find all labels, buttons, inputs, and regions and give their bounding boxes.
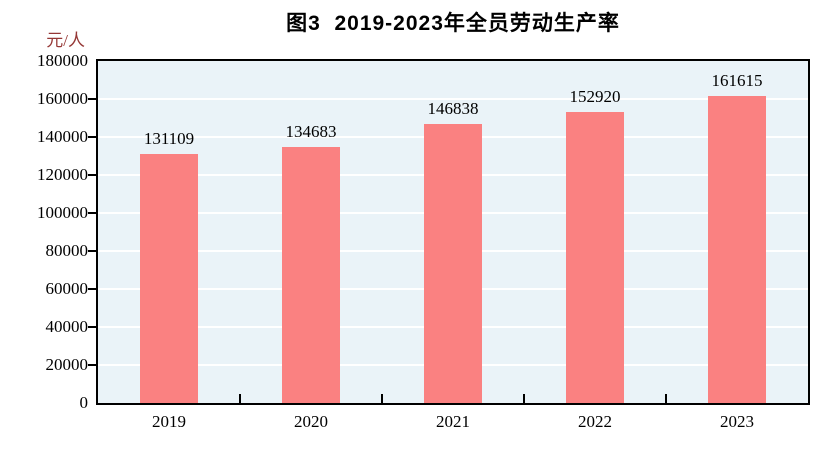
y-tick-mark	[88, 174, 96, 176]
bar-value-label: 134683	[285, 122, 337, 142]
y-tick-label: 60000	[45, 279, 89, 298]
x-tick-mark	[239, 394, 241, 403]
x-tick-label-2022: 2022	[578, 412, 612, 431]
bar-2022	[566, 112, 624, 403]
y-tick-mark	[88, 212, 96, 214]
bar-value-label: 131109	[143, 128, 195, 148]
y-tick-label: 100000	[37, 203, 88, 222]
bar-2021	[424, 124, 482, 403]
x-tick-label-2019: 2019	[152, 412, 186, 431]
y-tick-label: 180000	[37, 51, 88, 70]
y-tick-mark	[88, 98, 96, 100]
bar-2020	[282, 147, 340, 403]
y-tick-mark	[88, 326, 96, 328]
x-tick-mark	[665, 394, 667, 403]
gridline	[98, 98, 808, 100]
x-tick-label-2020: 2020	[294, 412, 328, 431]
bar-value-label: 146838	[427, 99, 479, 119]
x-tick-label-2023: 2023	[720, 412, 754, 431]
bar-value-label: 152920	[569, 87, 621, 107]
y-tick-label: 120000	[37, 165, 88, 184]
x-tick-mark	[381, 394, 383, 403]
bar-2019	[140, 153, 198, 403]
y-tick-mark	[88, 288, 96, 290]
y-axis-unit-label: 元/人	[46, 31, 85, 50]
plot-area: 131109 134683 146838 152920 161615	[96, 59, 810, 405]
x-tick-label-2021: 2021	[436, 412, 470, 431]
y-tick-label: 40000	[45, 317, 89, 336]
y-tick-label: 20000	[45, 355, 89, 374]
y-tick-label: 80000	[45, 241, 89, 260]
y-tick-label: 140000	[37, 127, 88, 146]
x-tick-mark	[523, 394, 525, 403]
y-tick-mark	[88, 250, 96, 252]
bar-value-label: 161615	[711, 70, 763, 90]
y-tick-mark	[88, 136, 96, 138]
y-tick-label: 0	[79, 393, 89, 412]
y-tick-label: 160000	[37, 89, 88, 108]
bar-2023	[708, 95, 766, 403]
chart-title: 图3 2019-2023年全员劳动生产率	[286, 12, 620, 35]
y-tick-mark	[88, 364, 96, 366]
